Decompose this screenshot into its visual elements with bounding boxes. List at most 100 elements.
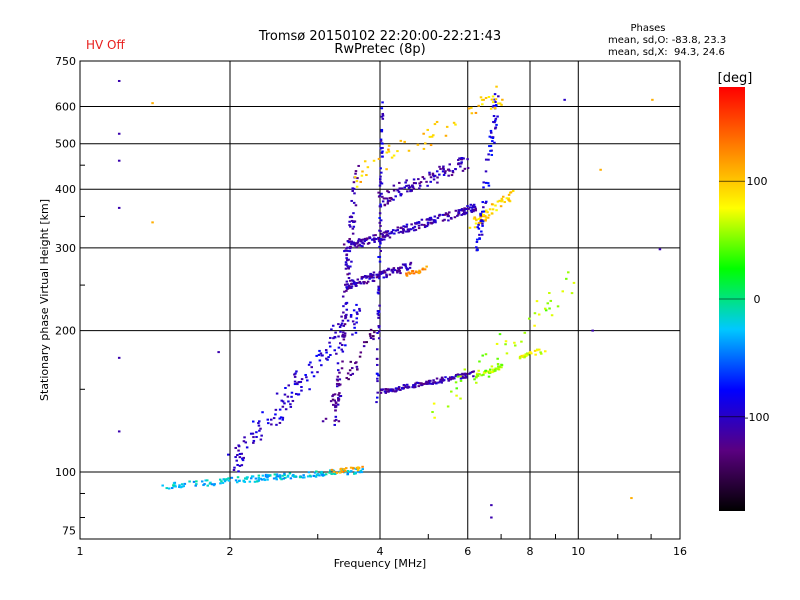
data-point [401,228,405,231]
x-axis-label: Frequency [MHz] [334,557,426,570]
data-point [389,389,393,392]
data-point [544,307,547,310]
data-point [482,181,485,184]
data-point [372,274,375,277]
data-point [481,201,485,204]
data-point [460,208,464,211]
data-point [434,219,437,222]
data-point [354,242,357,245]
data-point [416,221,419,224]
data-point [258,429,261,432]
data-point [336,403,340,406]
data-point [469,371,472,374]
data-point [381,195,384,198]
data-point [412,384,416,387]
y-tick-label: 75 [62,525,76,538]
data-point [408,228,412,231]
data-point [378,255,382,258]
data-point [399,194,403,197]
data-point [392,154,396,157]
data-point [306,475,310,478]
data-point [377,287,381,290]
data-point [509,191,513,194]
data-point [484,219,487,222]
data-point [283,393,287,396]
data-point [422,147,426,150]
data-point [403,140,406,143]
data-point [487,158,490,161]
data-point [345,280,349,283]
data-point [380,182,384,185]
data-point [295,370,298,373]
data-point [388,197,392,200]
data-point [487,95,491,98]
data-point [383,390,387,393]
data-point [386,234,390,237]
data-point [354,172,357,175]
data-point [474,222,478,225]
data-point [463,368,467,371]
data-point [384,391,388,394]
data-point [237,470,240,473]
data-point [411,226,415,229]
data-point [378,217,381,220]
data-point [534,353,537,356]
data-point [309,361,312,364]
data-point [350,470,353,473]
data-point [289,403,292,406]
data-point [441,170,445,173]
data-point [407,184,410,187]
data-point [386,388,390,391]
data-point-isolated [591,329,594,332]
data-point [381,112,385,115]
data-point [310,371,314,374]
data-point [347,378,350,381]
data-point [378,245,381,248]
data-point [357,470,360,473]
data-point [441,219,445,222]
data-point [372,338,375,341]
data-point [293,375,297,378]
data-point [485,181,488,184]
data-point [382,276,386,279]
data-point [337,346,341,349]
data-point [325,351,328,354]
data-point [300,389,303,392]
data-point [243,477,247,480]
data-point [223,480,227,483]
data-point [379,147,383,150]
data-point [505,197,509,200]
data-point [417,385,421,388]
data-point [333,393,337,396]
data-point [227,479,231,482]
data-point [260,478,264,481]
data-point [369,337,373,340]
data-point [329,354,332,357]
data-point [400,387,404,390]
data-point [466,205,469,208]
data-point [269,418,273,421]
data-point [489,131,493,134]
data-points [117,79,662,519]
data-point [505,352,509,355]
data-point [350,219,354,222]
data-point [218,478,222,481]
data-point [379,391,383,394]
data-point [410,223,413,226]
data-point [484,215,487,218]
data-point [257,424,261,427]
data-point [376,380,379,383]
data-point [332,470,336,473]
data-point [414,182,418,185]
data-point [349,374,353,377]
data-point [407,271,411,274]
data-point [353,326,356,329]
data-point [413,225,417,228]
data-point [380,192,383,195]
data-point [345,257,348,260]
data-point [488,370,492,373]
data-point [320,470,323,473]
data-point [381,146,384,149]
data-point [204,479,207,482]
data-point [377,191,380,194]
